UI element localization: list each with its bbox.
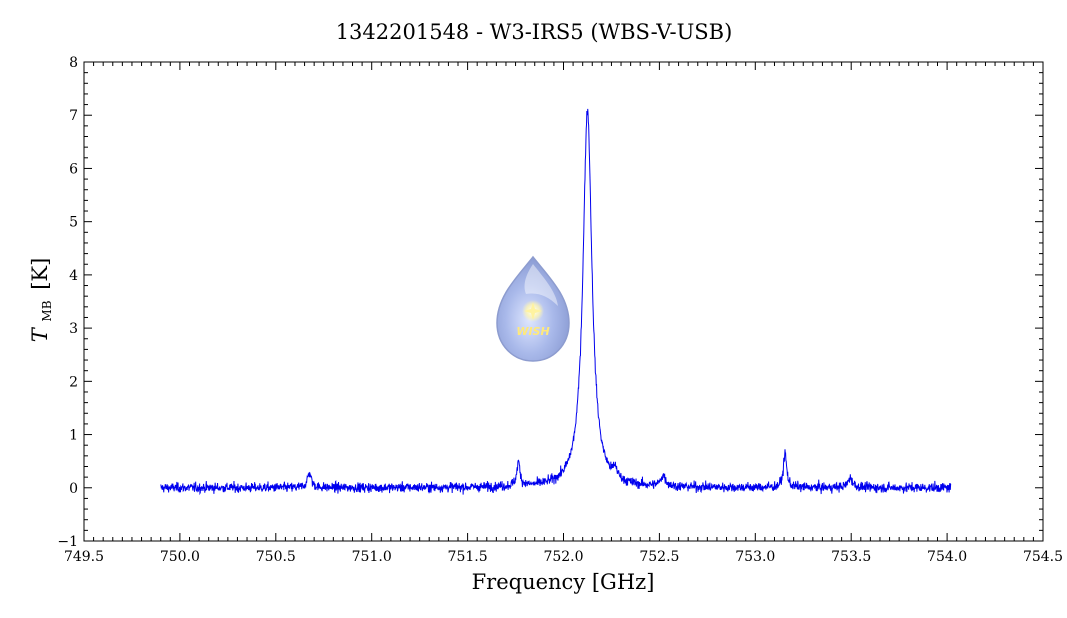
y-tick-label: 5	[69, 215, 78, 231]
y-tick-label: 8	[69, 55, 78, 71]
x-tick-label: 749.5	[64, 549, 104, 565]
chart-title: 1342201548 - W3-IRS5 (WBS-V-USB)	[336, 20, 733, 44]
x-tick-label: 752.5	[639, 549, 679, 565]
x-axis-label: Frequency [GHz]	[472, 570, 655, 594]
y-axis-subscript: MB	[40, 300, 54, 321]
series-line	[160, 108, 952, 496]
y-axis-symbol: T	[28, 326, 52, 342]
x-tick-label: 752.0	[543, 549, 583, 565]
svg-text:T MB [K]: T MB [K]	[28, 258, 56, 343]
x-tick-label: 751.0	[352, 549, 392, 565]
y-tick-label: −1	[57, 534, 78, 550]
y-tick-label: 3	[69, 321, 78, 337]
y-tick-label: 1	[69, 428, 78, 444]
x-tick-label: 754.0	[927, 549, 967, 565]
logo-text: WISH	[516, 325, 549, 338]
axis-tick-labels: 749.5 750.0 750.5 751.0 751.5 752.0 752.5 753.0…	[57, 55, 1063, 565]
x-tick-label: 750.0	[160, 549, 200, 565]
y-tick-label: 2	[69, 374, 78, 390]
y-tick-label: 7	[69, 108, 78, 124]
y-tick-label: 4	[69, 268, 78, 284]
axis-ticks	[83, 61, 1044, 542]
x-tick-label: 754.5	[1023, 549, 1063, 565]
x-tick-label: 753.0	[735, 549, 775, 565]
droplet-highlight	[524, 264, 558, 306]
wish-logo: WISH	[496, 255, 570, 362]
x-tick-label: 753.5	[831, 549, 871, 565]
x-tick-label: 751.5	[448, 549, 488, 565]
y-axis-label: T MB [K]	[28, 258, 56, 343]
y-tick-label: 6	[69, 161, 78, 177]
x-tick-label: 750.5	[256, 549, 296, 565]
y-tick-label: 0	[69, 481, 78, 497]
star-icon	[524, 302, 542, 320]
y-axis-unit: [K]	[28, 258, 52, 290]
